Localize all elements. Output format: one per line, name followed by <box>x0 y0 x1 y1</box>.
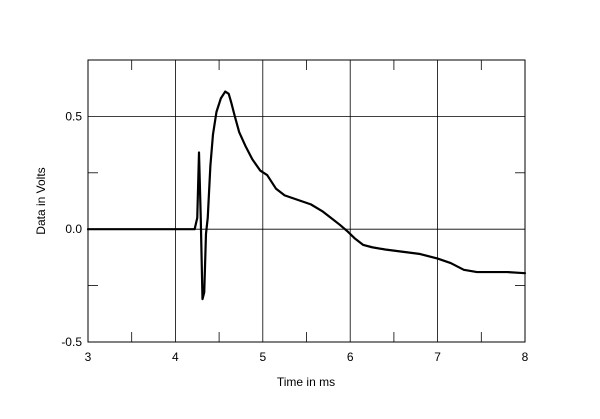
x-tick-label: 5 <box>259 350 266 364</box>
y-tick-label: -0.5 <box>61 335 82 349</box>
x-axis-title: Time in ms <box>277 375 335 389</box>
x-tick-labels: 3 4 5 6 7 8 <box>85 350 529 364</box>
minor-ticks <box>88 60 525 342</box>
y-tick-labels: -0.5 0.0 0.5 <box>61 109 82 349</box>
y-tick-label: 0.5 <box>65 109 82 123</box>
y-axis-title: Data in Volts <box>34 167 48 234</box>
x-tick-label: 3 <box>85 350 92 364</box>
y-tick-label: 0.0 <box>65 222 82 236</box>
x-tick-label: 8 <box>522 350 529 364</box>
x-tick-label: 6 <box>347 350 354 364</box>
plot-area-frame <box>87 59 526 343</box>
data-line <box>86 90 527 301</box>
x-tick-label: 4 <box>172 350 179 364</box>
grid-lines <box>88 60 525 342</box>
x-tick-label: 7 <box>434 350 441 364</box>
